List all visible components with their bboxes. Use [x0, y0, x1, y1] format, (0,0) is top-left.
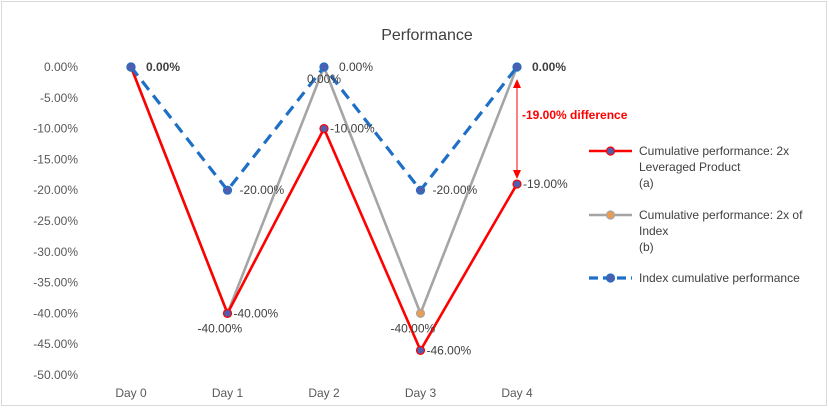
y-tick-label: -45.00%	[33, 337, 78, 351]
data-label-leveraged: -10.00%	[330, 122, 375, 136]
series-line-leveraged	[129, 66, 519, 354]
x-tick-label: Day 1	[212, 386, 244, 400]
series-lines	[129, 63, 519, 354]
y-tick-label: -20.00%	[33, 183, 78, 197]
data-point-index2x	[415, 308, 426, 318]
x-tick-label: Day 2	[308, 386, 340, 400]
data-label-index: 0.00%	[146, 60, 180, 74]
data-point-index	[319, 62, 329, 72]
data-label-index2x: -40.00%	[198, 321, 243, 335]
legend-label-leveraged: (a)	[639, 176, 654, 190]
legend-label-leveraged: Leveraged Product	[639, 160, 741, 174]
data-label-leveraged: -19.00%	[523, 177, 568, 191]
chart-title: Performance	[381, 27, 473, 44]
data-label-leveraged: -40.00%	[234, 306, 279, 320]
data-label-index: -20.00%	[240, 183, 285, 197]
annotation-arrowhead-top	[513, 79, 521, 88]
y-tick-label: -35.00%	[33, 276, 78, 290]
y-tick-label: -30.00%	[33, 245, 78, 259]
data-label-index2x: -40.00%	[391, 321, 436, 335]
y-tick-label: -50.00%	[33, 368, 78, 382]
x-tick-label: Day 3	[405, 386, 437, 400]
legend-marker-index2x	[605, 210, 616, 220]
data-point-index	[222, 185, 233, 195]
annotation-arrowhead-bottom	[513, 170, 521, 180]
legend-label-index: Index cumulative performance	[639, 271, 800, 285]
x-tick-label: Day 4	[501, 386, 533, 400]
data-label-leveraged: -46.00%	[427, 343, 472, 357]
annotation-label: -19.00% difference	[522, 108, 628, 122]
data-label-index: -20.00%	[433, 183, 478, 197]
y-tick-label: 0.00%	[44, 60, 78, 74]
data-point-index	[126, 62, 136, 72]
y-tick-label: -40.00%	[33, 306, 78, 320]
legend-marker-index	[605, 273, 616, 283]
data-point-index	[415, 185, 426, 195]
y-tick-label: -25.00%	[33, 214, 78, 228]
x-axis: Day 0 Day 1 Day 2 Day 3 Day 4	[115, 386, 533, 400]
data-point-leveraged	[222, 308, 233, 318]
data-point-leveraged	[512, 179, 522, 189]
legend-marker-leveraged	[605, 146, 616, 156]
difference-annotation: -19.00% difference	[513, 79, 628, 180]
y-axis: 0.00% -5.00% -10.00% -15.00% -20.00% -25.00% -…	[33, 60, 78, 382]
data-label-index: 0.00%	[339, 60, 373, 74]
y-tick-label: -10.00%	[33, 122, 78, 136]
series-markers	[126, 62, 522, 355]
legend-label-leveraged: Cumulative performance: 2x	[639, 144, 789, 158]
y-tick-label: -15.00%	[33, 152, 78, 166]
data-labels: -40.00% -10.00% -46.00% -19.00% -40.00% 0.00%…	[146, 60, 568, 357]
data-point-index	[512, 62, 522, 72]
data-label-index: 0.00%	[532, 60, 566, 74]
data-label-index2x: 0.00%	[307, 72, 341, 86]
y-tick-label: -5.00%	[40, 91, 78, 105]
x-tick-label: Day 0	[115, 386, 147, 400]
legend: Cumulative performance: 2x Leveraged Prod…	[589, 144, 803, 285]
data-point-leveraged	[415, 345, 426, 355]
legend-label-index2x: (b)	[639, 240, 654, 254]
data-point-leveraged	[319, 124, 329, 134]
legend-label-index2x: Cumulative performance: 2x of	[639, 208, 803, 222]
legend-label-index2x: Index	[639, 224, 668, 238]
